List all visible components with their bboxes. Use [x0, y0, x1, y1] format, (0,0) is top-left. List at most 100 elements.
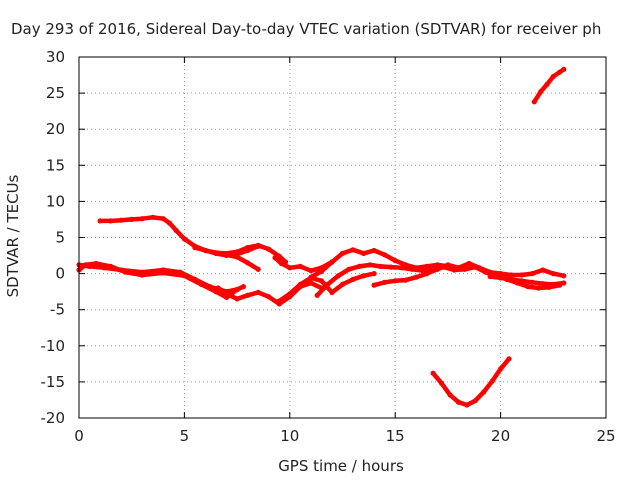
data-point: [398, 265, 405, 271]
data-point: [297, 281, 303, 287]
data-point: [540, 267, 546, 273]
data-point: [367, 262, 373, 268]
y-tick-label: -5: [50, 301, 65, 319]
data-point: [557, 69, 563, 75]
data-point: [535, 285, 542, 291]
data-point: [498, 366, 504, 372]
data-point: [318, 278, 324, 284]
data-point: [234, 296, 240, 302]
data-point: [377, 263, 383, 269]
data-point: [434, 266, 440, 272]
data-point: [382, 252, 388, 258]
data-point: [276, 298, 282, 304]
data-point: [382, 279, 388, 285]
data-point: [86, 263, 93, 269]
data-point: [150, 214, 156, 220]
data-point: [101, 265, 107, 271]
data-point: [447, 392, 453, 398]
data-point: [430, 370, 436, 376]
data-point: [234, 254, 240, 260]
data-point: [139, 269, 145, 275]
chart-title: Day 293 of 2016, Sidereal Day-to-day VTE…: [11, 20, 601, 38]
x-tick-label: 20: [491, 427, 510, 445]
y-tick-label: 0: [55, 265, 65, 283]
x-tick-label: 10: [280, 427, 299, 445]
data-point: [392, 278, 398, 284]
data-point: [476, 265, 483, 271]
data-point: [287, 291, 293, 297]
data-point: [361, 273, 367, 279]
data-point: [318, 268, 324, 274]
series-layer: [76, 66, 567, 408]
series-line-arc-m: [430, 356, 512, 408]
data-point: [181, 236, 187, 242]
data-point: [167, 220, 173, 226]
data-point: [308, 268, 314, 274]
y-tick-label: 25: [46, 84, 65, 102]
data-point: [207, 284, 213, 290]
data-point: [192, 276, 198, 282]
data-point: [245, 260, 251, 266]
y-tick-label: -15: [41, 373, 66, 391]
data-point: [529, 279, 535, 285]
data-point: [498, 275, 504, 281]
data-point: [297, 263, 303, 269]
data-point: [255, 242, 261, 248]
data-point: [371, 271, 377, 277]
y-tick-label: 30: [46, 48, 65, 66]
data-point: [445, 262, 451, 268]
data-point: [464, 402, 470, 408]
series-line-arc-d: [192, 243, 288, 265]
x-tick-label: 15: [386, 427, 405, 445]
data-point: [371, 247, 377, 254]
data-point: [350, 247, 356, 253]
data-point: [192, 245, 198, 251]
data-point: [413, 274, 419, 280]
data-point: [561, 66, 567, 72]
data-point: [335, 273, 341, 279]
y-tick-label: 10: [46, 192, 65, 210]
data-point: [255, 289, 261, 295]
data-point: [234, 286, 240, 293]
data-point: [531, 99, 537, 105]
data-point: [173, 227, 179, 233]
data-point: [287, 265, 293, 271]
data-point: [466, 260, 472, 267]
data-point: [308, 274, 314, 280]
data-point: [202, 247, 209, 254]
data-point: [439, 380, 445, 386]
data-point: [314, 292, 320, 298]
data-point: [339, 250, 346, 256]
data-point: [420, 268, 426, 274]
data-point: [508, 276, 514, 282]
data-point: [561, 273, 567, 279]
data-point: [213, 250, 219, 256]
data-point: [538, 89, 544, 95]
data-point: [224, 252, 230, 258]
data-point: [97, 218, 103, 224]
data-point: [346, 266, 352, 272]
y-tick-label: 15: [46, 156, 65, 174]
y-tick-label: -10: [41, 337, 66, 355]
data-point: [371, 282, 377, 288]
data-point: [403, 277, 409, 283]
data-point: [240, 284, 246, 290]
data-point: [506, 356, 512, 362]
data-point: [487, 269, 493, 275]
y-tick-label: 5: [55, 229, 65, 247]
data-point: [529, 271, 535, 277]
data-point: [455, 399, 461, 405]
data-point: [508, 272, 514, 278]
data-point: [308, 280, 314, 286]
data-point: [550, 281, 556, 287]
data-point: [266, 246, 272, 252]
data-point: [272, 255, 278, 261]
data-point: [481, 389, 487, 395]
x-tick-label: 0: [74, 427, 84, 445]
data-point: [388, 264, 394, 270]
data-point: [498, 271, 504, 277]
data-point: [472, 398, 478, 404]
data-point: [455, 265, 461, 271]
data-point: [550, 271, 556, 277]
